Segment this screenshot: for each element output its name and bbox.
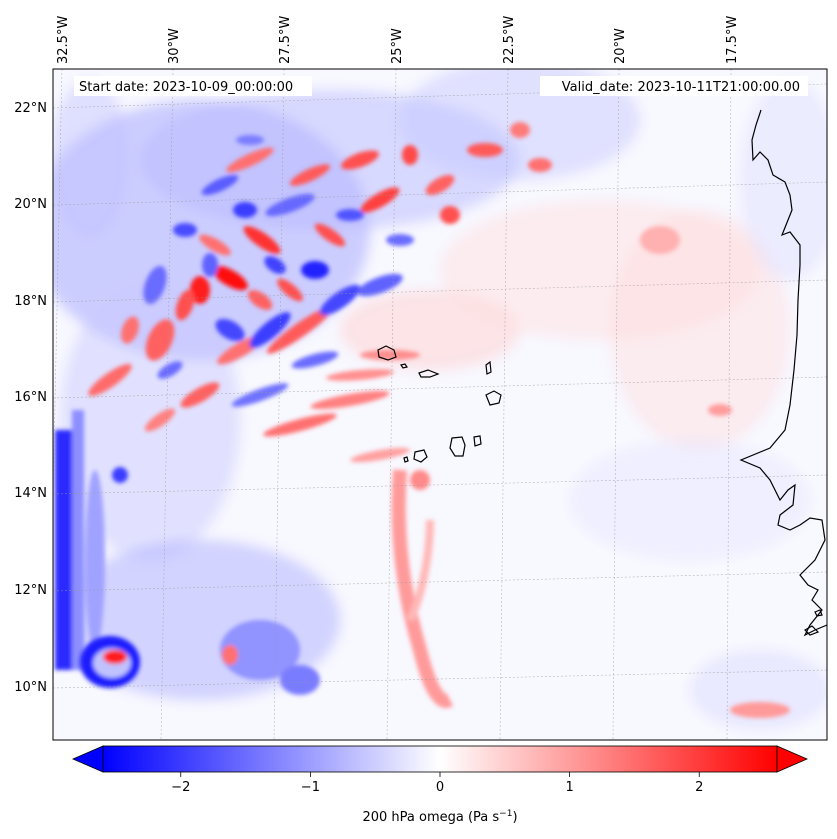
lon-label: 30°W	[167, 28, 182, 64]
lon-label: 22.5°W	[502, 16, 517, 64]
lat-label: 14°N	[14, 486, 47, 501]
cape-verde-santiago	[449, 436, 466, 457]
cyclone-feature	[80, 636, 140, 688]
cape-verde-sal	[485, 360, 492, 375]
colorbar-right-extend	[776, 745, 809, 773]
lat-label: 12°N	[14, 583, 47, 598]
start-date-label: Start date: 2023-10-09_00:00:00	[79, 80, 293, 95]
colorbar-label: 200 hPa omega (Pa s−1)	[362, 809, 517, 825]
cape-verde-boa-vista	[485, 390, 502, 406]
map-frame	[52, 68, 828, 741]
colorbar: −2 −1 0 1 2 200 hPa omega (Pa s−1)	[71, 745, 809, 825]
latitude-labels: 22°N 20°N 18°N 16°N 14°N 12°N 10°N	[14, 101, 47, 695]
colorbar-tick-label: −1	[301, 780, 320, 795]
coastlines	[377, 109, 827, 637]
map-panel: Start date: 2023-10-09_00:00:00 Valid_da…	[52, 68, 828, 741]
longitude-labels: 32.5°W 30°W 27.5°W 25°W 22.5°W 20°W 17.5…	[56, 16, 740, 64]
colorbar-label-end: )	[512, 810, 517, 825]
lon-label: 17.5°W	[725, 16, 740, 64]
cape-verde-fogo	[413, 449, 428, 463]
colorbar-gradient	[102, 745, 778, 773]
cape-verde-sao-vicente	[400, 363, 408, 369]
colorbar-tick-label: 0	[436, 780, 444, 795]
cape-verde-santo-antao	[377, 345, 397, 361]
cape-verde-maio	[473, 435, 482, 447]
lon-label: 32.5°W	[56, 16, 71, 64]
lat-label: 22°N	[14, 101, 47, 116]
date-annotations: Start date: 2023-10-09_00:00:00 Valid_da…	[74, 76, 808, 96]
colorbar-tick-label: 1	[565, 780, 573, 795]
valid-date-label: Valid_date: 2023-10-11T21:00:00.00	[562, 80, 800, 95]
colorbar-tick-label: −2	[171, 780, 190, 795]
lon-label: 20°W	[613, 28, 628, 64]
lat-label: 20°N	[14, 197, 47, 212]
colorbar-ticks: −2 −1 0 1 2	[171, 772, 703, 795]
omega-field-streaks	[55, 122, 790, 718]
lat-label: 16°N	[14, 390, 47, 405]
colorbar-left-extend	[71, 745, 104, 773]
lon-label: 27.5°W	[278, 16, 293, 64]
cape-verde-sao-nicolau	[418, 369, 440, 378]
colorbar-label-exponent: −1	[499, 809, 512, 819]
lon-label: 25°W	[390, 28, 405, 64]
bijagos-islands	[804, 609, 823, 636]
africa-coastline	[739, 109, 827, 637]
lat-label: 10°N	[14, 680, 47, 695]
cape-verde-brava	[403, 456, 409, 463]
colorbar-tick-label: 2	[695, 780, 703, 795]
lat-label: 18°N	[14, 294, 47, 309]
